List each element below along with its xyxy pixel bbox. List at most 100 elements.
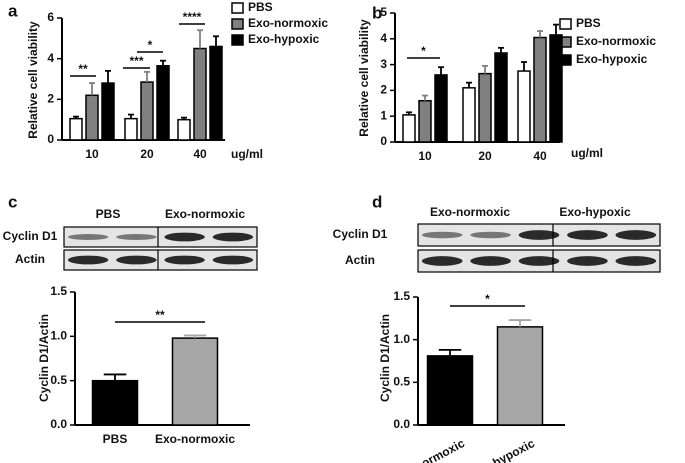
error-bar (197, 29, 203, 49)
blot-band (518, 256, 560, 266)
blot-band (116, 255, 157, 265)
error-bar (406, 111, 412, 115)
blot-row-label: Actin (15, 252, 45, 266)
blot-row-label: Cyclin D1 (3, 229, 58, 243)
blot-group-label: Exo-normoxic (430, 205, 510, 219)
blot-band (470, 256, 511, 266)
bar (533, 36, 547, 143)
bar (462, 87, 476, 143)
significance-label: ** (78, 62, 88, 76)
error-bar (128, 113, 134, 119)
bar (496, 326, 544, 426)
y-tick-label: 1 (380, 108, 387, 122)
x-tick-label: Exo-normoxic (390, 436, 468, 463)
panel-label: a (8, 1, 18, 20)
blot-band (615, 256, 657, 266)
bar (124, 117, 138, 141)
blot-group-label: Exo-hypoxic (559, 205, 631, 219)
bar (549, 34, 563, 143)
blot-band (470, 231, 511, 239)
bar (193, 47, 207, 141)
legend-label: PBS (576, 16, 601, 30)
y-tick-label: 1.5 (50, 284, 67, 298)
y-tick-label: 0 (380, 134, 387, 148)
legend-label: Exo-normoxic (576, 34, 656, 48)
blot-strip (63, 226, 258, 248)
y-tick-label: 1.0 (50, 329, 67, 343)
bar (478, 72, 492, 143)
legend-swatch (231, 34, 244, 46)
x-tick-label: Exo-normoxic (155, 432, 235, 446)
y-axis-label: Cyclin D1/Actin (37, 314, 51, 402)
blot-band (518, 230, 560, 240)
error-bar (508, 319, 532, 327)
bar (156, 65, 170, 141)
y-tick-label: 1.0 (393, 332, 410, 346)
y-tick-label: 2 (380, 83, 387, 97)
bar (140, 81, 154, 141)
y-tick-label: 1.5 (393, 289, 410, 303)
bar (434, 74, 448, 143)
error-bar (213, 35, 219, 47)
x-tick-label: 10 (418, 149, 432, 163)
blot-strip (63, 249, 258, 271)
blot-band (116, 234, 157, 240)
bar (517, 70, 531, 143)
error-bar (521, 61, 527, 72)
x-axis-label: ug/ml (231, 147, 263, 161)
error-bar (537, 30, 543, 38)
error-bar (144, 70, 150, 83)
y-tick-label: 5 (380, 5, 387, 19)
legend-swatch (231, 2, 244, 14)
significance-label: **** (183, 10, 202, 24)
legend-swatch (231, 18, 244, 30)
blot-band (615, 230, 657, 240)
bar (101, 82, 115, 141)
bar (171, 337, 219, 426)
blot-group-label: Exo-normoxic (165, 207, 245, 221)
y-tick-label: 2 (47, 92, 54, 106)
bar (426, 355, 474, 426)
bar (209, 45, 223, 141)
significance-label: *** (129, 54, 143, 68)
x-tick-label: PBS (103, 432, 128, 446)
bar (494, 52, 508, 143)
bar (69, 117, 83, 141)
error-bar (160, 59, 166, 66)
significance-label: * (148, 38, 153, 52)
x-tick-label: 20 (478, 149, 492, 163)
panel-label: d (372, 192, 382, 211)
error-bar (89, 82, 95, 96)
y-tick-label: 4 (380, 31, 387, 45)
error-bar (438, 66, 444, 75)
error-bar (181, 116, 187, 120)
y-tick-label: 4 (47, 51, 54, 65)
x-tick-label: 40 (193, 147, 207, 161)
y-tick-label: 0.0 (50, 417, 67, 431)
x-tick-label: 20 (140, 147, 154, 161)
error-bar (105, 69, 111, 84)
blot-band (421, 231, 463, 239)
blot-band (67, 234, 109, 240)
y-tick-label: 0.5 (393, 375, 410, 389)
legend-swatch (559, 54, 572, 66)
blot-band (164, 255, 205, 265)
blot-band (164, 232, 205, 242)
y-tick-label: 0.0 (393, 417, 410, 431)
x-tick-label: 40 (533, 149, 547, 163)
legend-label: Exo-hypoxic (576, 52, 648, 66)
y-axis-label: Cyclin D1/Actin (378, 314, 392, 402)
y-tick-label: 0 (47, 132, 54, 146)
legend-label: PBS (248, 0, 273, 14)
error-bar (422, 94, 428, 101)
error-bar (73, 115, 79, 119)
error-bar (103, 373, 127, 381)
bar (418, 99, 432, 143)
significance-label: * (421, 44, 426, 58)
bar (177, 118, 191, 141)
legend-label: Exo-normoxic (248, 16, 328, 30)
error-bar (466, 81, 472, 88)
significance-label: * (485, 292, 490, 306)
error-bar (498, 46, 504, 53)
